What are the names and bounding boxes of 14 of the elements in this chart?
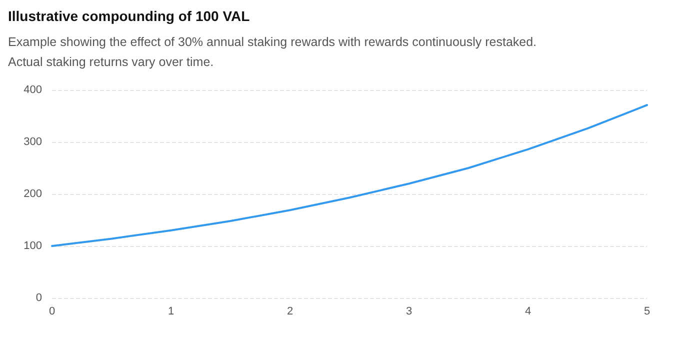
line-series (51, 104, 648, 247)
x-tick-label: 0 (48, 306, 56, 318)
x-tick-label: 1 (168, 306, 174, 318)
y-tick-label: 200 (24, 188, 42, 200)
y-tick-label: 0 (36, 292, 42, 304)
x-tick-label: 4 (524, 306, 532, 318)
x-tick-label: 3 (406, 306, 412, 318)
x-tick-label: 2 (286, 306, 294, 318)
y-tick-label: 400 (24, 84, 42, 96)
chart-subtitle: Example showing the effect of 30% annual staking rewards with rewards continuously restaked. Actual staking returns vary over time. (8, 34, 538, 71)
y-tick-label: 300 (24, 136, 42, 148)
y-tick-label: 100 (24, 240, 42, 252)
x-tick-label: 5 (644, 306, 650, 318)
chart-title: Illustrative compounding of 100 VAL (8, 8, 251, 24)
